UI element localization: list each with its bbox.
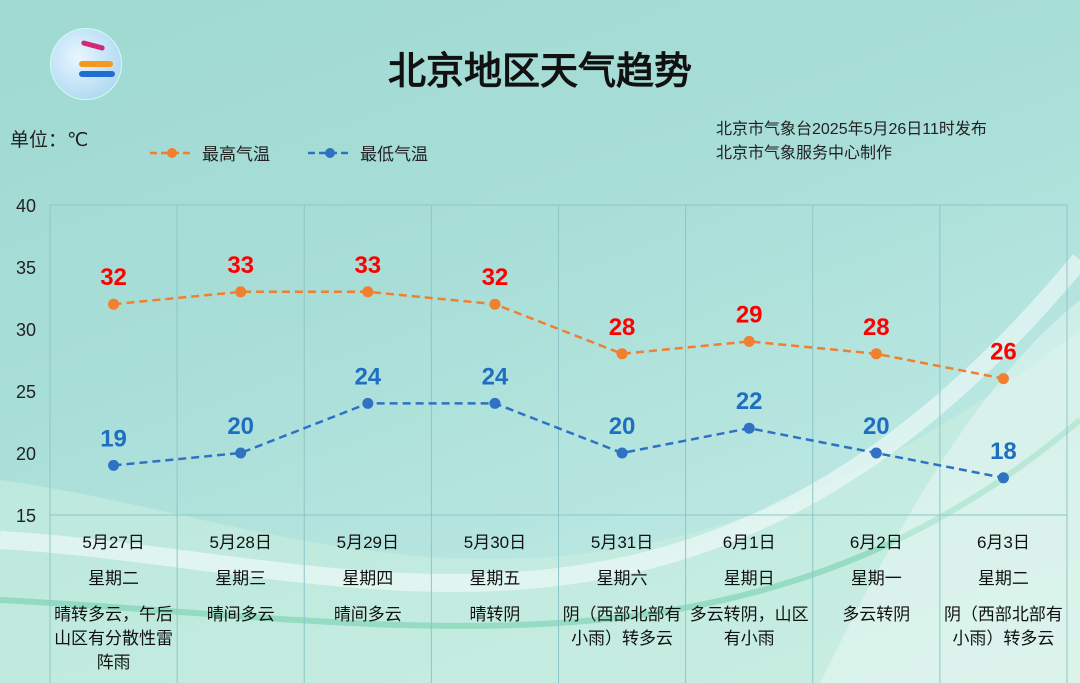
legend-low: 最低气温 — [308, 140, 428, 165]
weekday-label: 星期六 — [597, 569, 648, 588]
weather-description: 晴间多云 — [334, 605, 402, 624]
data-label: 19 — [100, 425, 127, 452]
issuer-info: 北京市气象台2025年5月26日11时发布 北京市气象服务中心制作 — [716, 118, 987, 166]
data-point — [235, 447, 247, 459]
weekday-label: 星期日 — [724, 569, 775, 588]
date-label: 5月29日 — [337, 533, 399, 552]
y-tick-label: 15 — [16, 506, 36, 526]
legend-high-marker — [150, 147, 194, 158]
weekday-label: 星期二 — [978, 569, 1029, 588]
data-label: 28 — [863, 314, 890, 341]
legend-high-label: 最高气温 — [202, 145, 270, 164]
data-label: 22 — [736, 388, 763, 415]
series-line-low — [113, 402, 1004, 480]
date-label: 6月1日 — [723, 533, 776, 552]
data-label: 29 — [736, 301, 763, 328]
data-point — [997, 472, 1009, 484]
y-tick-label: 20 — [16, 444, 36, 464]
weekday-label: 星期三 — [215, 569, 266, 588]
legend-low-label: 最低气温 — [360, 145, 428, 164]
weekday-label: 星期四 — [342, 569, 393, 588]
weather-description: 阴（西部北部有小雨）转多云 — [944, 605, 1063, 648]
data-point — [108, 459, 120, 471]
y-tick-label: 40 — [16, 196, 36, 216]
weather-description: 多云转阴，山区有小雨 — [690, 605, 809, 648]
meteorological-service-logo — [50, 28, 122, 100]
data-label: 26 — [990, 339, 1017, 366]
data-point — [489, 298, 501, 310]
weather-description: 晴转阴 — [469, 605, 520, 624]
data-label: 24 — [482, 363, 509, 390]
date-label: 5月30日 — [464, 533, 526, 552]
weekday-label: 星期一 — [851, 569, 902, 588]
y-tick-label: 35 — [16, 258, 36, 278]
data-label: 18 — [990, 438, 1017, 465]
data-point — [362, 397, 374, 409]
weather-description: 多云转阴 — [842, 605, 910, 624]
weather-description: 阴（西部北部有小雨）转多云 — [563, 605, 682, 648]
data-point — [870, 447, 882, 459]
data-point — [362, 286, 374, 298]
data-label: 28 — [609, 314, 636, 341]
data-label: 20 — [609, 413, 636, 440]
legend-low-marker — [308, 147, 352, 158]
data-label: 33 — [227, 252, 254, 279]
data-label: 24 — [354, 363, 381, 390]
legend-high: 最高气温 — [150, 140, 270, 165]
series-line-high — [113, 290, 1004, 380]
date-label: 5月31日 — [591, 533, 653, 552]
data-point — [235, 286, 247, 298]
weekday-label: 星期二 — [88, 569, 139, 588]
data-point — [108, 298, 120, 310]
data-point — [616, 447, 628, 459]
data-point — [743, 422, 755, 434]
data-point — [616, 348, 628, 360]
issuer-line-2: 北京市气象服务中心制作 — [716, 145, 893, 162]
data-point — [870, 348, 882, 360]
y-tick-label: 25 — [16, 382, 36, 402]
y-tick-label: 30 — [16, 320, 36, 340]
date-label: 6月3日 — [977, 533, 1030, 552]
weather-description: 晴转多云，午后山区有分散性雷阵雨 — [54, 605, 173, 672]
data-label: 20 — [863, 413, 890, 440]
issuer-line-1: 北京市气象台2025年5月26日11时发布 — [716, 121, 987, 138]
date-label: 5月27日 — [82, 533, 144, 552]
data-label: 20 — [227, 413, 254, 440]
data-label: 32 — [482, 264, 509, 291]
data-point — [743, 335, 755, 347]
weather-description: 晴间多云 — [207, 605, 275, 624]
weekday-label: 星期五 — [469, 569, 520, 588]
date-label: 5月28日 — [210, 533, 272, 552]
page-title: 北京地区天气趋势 — [387, 51, 692, 93]
data-label: 32 — [100, 264, 127, 291]
unit-label: 单位：℃ — [10, 130, 89, 151]
data-point — [997, 373, 1009, 385]
data-point — [489, 397, 501, 409]
date-label: 6月2日 — [850, 533, 903, 552]
data-label: 33 — [354, 252, 381, 279]
